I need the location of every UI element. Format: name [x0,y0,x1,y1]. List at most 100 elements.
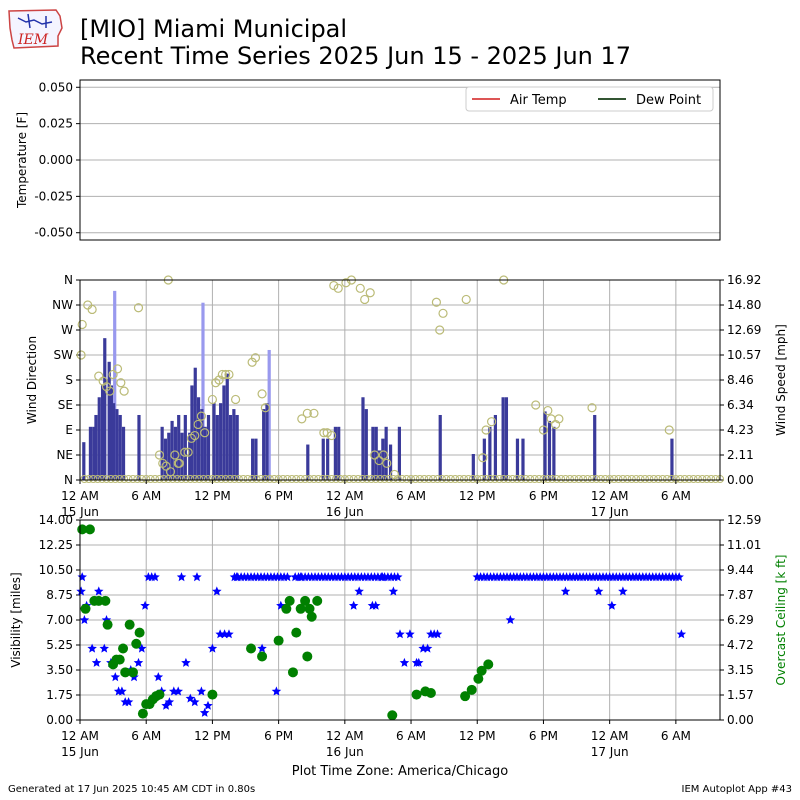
visibility-point [212,586,222,596]
visibility-point [87,643,97,653]
calm-wind-marker [283,475,292,483]
wind-speed-tick-label: 10.57 [727,348,761,362]
visibility-point [422,643,433,653]
ceiling-point [80,603,91,614]
wind-direction-marker [309,408,319,418]
calm-wind-marker [398,475,407,483]
visibility-point [117,686,127,696]
calm-wind-marker [632,475,641,483]
visibility-point [257,643,267,653]
calm-wind-marker [309,475,318,483]
wind-direction-marker [360,294,370,305]
wind-direction-marker [170,450,180,460]
visibility-point [432,629,443,639]
wind-direction-marker [77,319,87,330]
wind-dir-tick-label: N [64,473,73,487]
calm-wind-marker [521,475,530,483]
visibility-time-tick-label: 12 AM [591,729,629,743]
calm-wind-marker [424,475,433,483]
ceiling-point [295,603,306,614]
calm-wind-marker [287,475,296,483]
wind-dir-tick-label: SW [54,348,74,362]
wind-speed-bar [160,426,164,480]
visibility-date-label: 17 Jun [591,745,629,759]
wind-speed-bar [504,397,509,480]
ceiling-point [300,595,311,606]
temperature-tick-label: -0.050 [34,226,73,240]
wind-speed-bar [92,426,96,480]
calm-wind-marker [102,475,111,483]
visibility-tick-label: 8.75 [46,588,73,602]
calm-wind-marker [199,475,208,483]
calm-wind-marker [548,475,557,483]
visibility-time-tick-label: 6 PM [529,729,558,743]
wind-speed-bar [200,409,204,480]
calm-wind-marker [137,475,146,483]
wind-dir-tick-label: W [61,323,73,337]
wind-speed-bar [337,426,341,480]
visibility-point [123,697,134,707]
calm-wind-marker [279,475,288,483]
calm-wind-marker [151,475,160,483]
ceiling-point [134,627,145,638]
calm-wind-marker [499,475,508,483]
calm-wind-marker [707,475,716,483]
ceiling-tick-label: 9.44 [727,563,754,577]
calm-wind-marker [177,475,186,483]
calm-wind-marker [296,475,305,483]
wind-date-label: 17 Jun [591,505,629,519]
visibility-point [176,572,187,582]
wind-speed-bar [364,409,368,480]
wind-speed-bar [254,438,258,480]
ceiling-tick-label: 1.57 [727,688,754,702]
visibility-time-tick-label: 12 PM [459,729,496,743]
calm-wind-marker [658,475,667,483]
wind-direction-marker [165,467,176,477]
visibility-point [153,672,164,682]
visibility-point [181,657,191,667]
ceiling-tick-label: 6.29 [727,613,754,627]
calm-wind-marker [565,475,574,483]
calm-wind-marker [115,475,124,483]
calm-wind-marker [380,475,389,483]
visibility-point [185,693,196,703]
visibility-point [371,600,381,610]
wind-direction-marker [319,428,329,438]
wind-speed-tick-label: 16.92 [727,273,761,287]
wind-direction-marker [365,288,375,298]
legend-label-dew-point: Dew Point [636,93,701,108]
calm-wind-marker [676,475,685,483]
calm-wind-marker [371,475,380,483]
wind-time-tick-label: 6 PM [264,489,293,503]
visibility-tick-label: 10.50 [39,563,73,577]
calm-wind-marker [495,475,504,483]
ceiling-point [460,691,471,702]
visibility-point [199,707,210,717]
calm-wind-marker [239,475,248,483]
wind-dir-tick-label: E [65,423,73,437]
wind-time-tick-label: 6 AM [131,489,161,503]
wind-speed-bar [232,409,236,480]
wind-time-tick-label: 6 AM [396,489,426,503]
wind-speed-bar [493,414,497,480]
calm-wind-marker [217,475,226,483]
wind-speed-bar [212,403,216,480]
wind-direction-marker [531,400,541,410]
visibility-point [393,572,403,582]
calm-wind-marker [314,475,323,483]
visibility-time-tick-label: 12 AM [61,729,99,743]
visibility-point [91,657,102,667]
temperature-tick-label: -0.025 [34,189,73,203]
wind-direction-marker [94,371,104,381]
calm-wind-marker [477,475,486,483]
calm-wind-marker [649,475,658,483]
gust-bar [201,302,205,480]
calm-wind-marker [530,475,539,483]
gust-bar [267,349,271,480]
legend-label-air-temp: Air Temp [510,93,567,108]
calm-wind-marker [402,475,411,483]
chart-title-period: Recent Time Series 2025 Jun 15 - 2025 Ju… [80,42,632,70]
wind-time-tick-label: 12 PM [459,489,496,503]
ceiling-point [118,643,129,654]
calm-wind-marker [261,475,270,483]
